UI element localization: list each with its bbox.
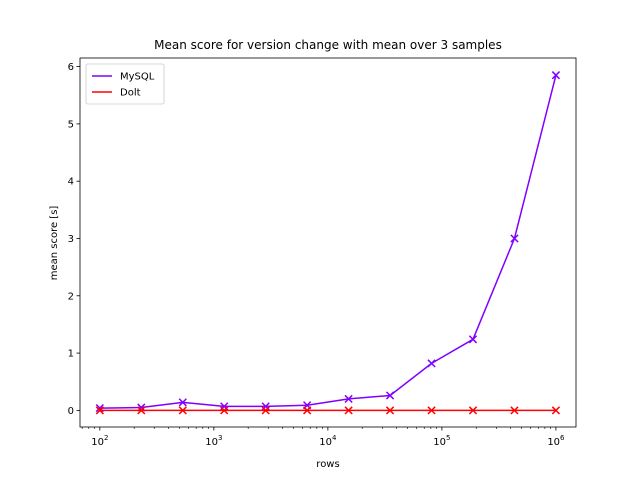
x-marker-stroke <box>178 406 187 415</box>
data-point-dolt <box>385 406 395 415</box>
y-tick-label: 2 <box>68 291 74 302</box>
legend-label-dolt: Dolt <box>120 88 141 99</box>
legend: MySQL Dolt <box>85 63 165 105</box>
x-marker-stroke <box>468 335 478 344</box>
y-tick-label: 5 <box>68 119 74 130</box>
data-point-dolt <box>468 406 478 415</box>
x-marker-stroke <box>261 406 270 415</box>
x-axis-label: rows <box>316 459 339 470</box>
x-axis: 102 103 104 105 106 <box>81 427 565 448</box>
data-point-mysql <box>178 398 187 407</box>
x-marker-stroke <box>510 234 519 243</box>
series-line-mysql <box>99 75 557 409</box>
y-tick-label: 6 <box>68 62 74 73</box>
series-group <box>95 71 561 415</box>
x-marker-stroke <box>344 406 353 415</box>
legend-label-mysql: MySQL <box>120 72 155 83</box>
legend-box <box>85 63 165 105</box>
x-tick-label: 103 <box>205 434 222 448</box>
x-marker-stroke <box>137 406 146 415</box>
x-marker-stroke <box>510 406 519 415</box>
y-axis-label: mean score [s] <box>49 206 60 281</box>
x-marker-stroke <box>427 406 436 415</box>
x-marker-stroke <box>468 406 478 415</box>
data-point-dolt <box>220 406 229 415</box>
x-marker-stroke <box>95 403 104 413</box>
x-marker-stroke <box>303 406 312 415</box>
x-marker-stroke <box>385 391 395 400</box>
x-tick-label: 106 <box>547 434 565 448</box>
x-marker-stroke <box>385 406 395 415</box>
data-point-dolt <box>344 406 353 415</box>
data-point-mysql <box>551 71 561 80</box>
y-tick-label: 3 <box>68 234 74 245</box>
data-point-mysql <box>468 335 478 344</box>
data-point-mysql <box>427 359 436 368</box>
x-marker-stroke <box>551 406 561 415</box>
x-marker-stroke <box>95 406 104 415</box>
data-point-dolt <box>510 406 519 415</box>
chart-title: Mean score for version change with mean … <box>154 38 502 52</box>
y-axis: 0 1 2 3 4 5 6 <box>68 62 80 417</box>
data-point-dolt <box>178 406 187 415</box>
x-marker-stroke <box>178 398 187 407</box>
data-point-mysql <box>344 394 353 404</box>
data-point-dolt <box>303 406 312 415</box>
data-point-dolt <box>427 406 436 415</box>
data-point-dolt <box>261 406 270 415</box>
x-marker-stroke <box>427 359 436 368</box>
x-marker-stroke <box>344 394 353 404</box>
x-marker-stroke <box>551 71 561 80</box>
data-point-dolt <box>551 406 561 415</box>
data-point-mysql <box>510 234 519 243</box>
y-tick-label: 0 <box>68 406 74 417</box>
y-tick-label: 1 <box>68 349 74 360</box>
data-point-dolt <box>95 406 104 415</box>
data-point-dolt <box>137 406 146 415</box>
x-tick-label: 102 <box>91 434 108 448</box>
x-tick-label: 104 <box>319 434 337 448</box>
y-tick-label: 4 <box>68 177 74 188</box>
data-point-mysql <box>385 391 395 400</box>
x-marker-stroke <box>220 406 229 415</box>
x-tick-label: 105 <box>433 434 450 448</box>
